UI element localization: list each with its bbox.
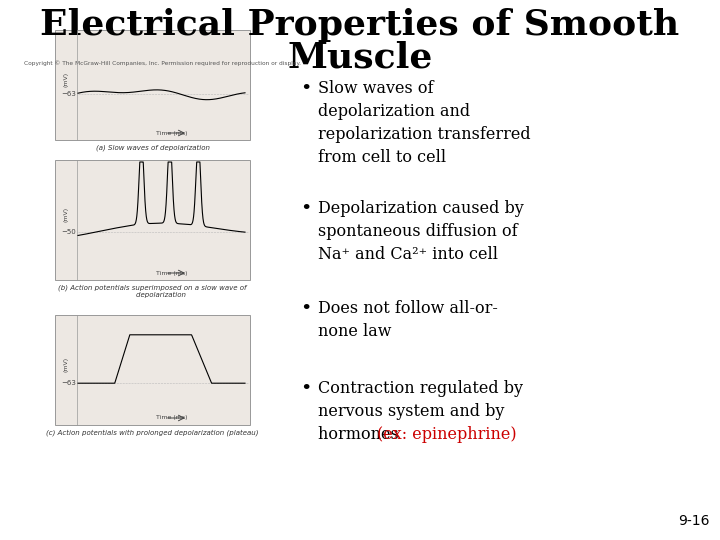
Text: (mV): (mV): [63, 72, 68, 87]
Text: −63: −63: [61, 380, 76, 386]
Text: Time (ms): Time (ms): [156, 131, 188, 136]
Text: Time (ms): Time (ms): [156, 415, 188, 421]
Text: •: •: [300, 80, 311, 98]
Text: •: •: [300, 380, 311, 398]
Text: (ex: epinephrine): (ex: epinephrine): [377, 426, 516, 443]
Text: •: •: [300, 300, 311, 318]
Text: −63: −63: [61, 91, 76, 97]
Text: (a) Slow waves of depolarization: (a) Slow waves of depolarization: [96, 144, 210, 151]
Text: 9-16: 9-16: [678, 514, 710, 528]
Text: (b) Action potentials superimposed on a slow wave of
        depolarization: (b) Action potentials superimposed on a …: [58, 284, 247, 298]
Text: Electrical Properties of Smooth: Electrical Properties of Smooth: [40, 8, 680, 42]
Bar: [55, 160, 250, 280]
Text: Contraction regulated by
nervous system and by
hormones: Contraction regulated by nervous system …: [318, 380, 523, 443]
Text: (c) Action potentials with prolonged depolarization (plateau): (c) Action potentials with prolonged dep…: [46, 429, 258, 436]
Text: Does not follow all-or-
none law: Does not follow all-or- none law: [318, 300, 498, 340]
Text: Copyright © The McGraw-Hill Companies, Inc. Permission required for reproduction: Copyright © The McGraw-Hill Companies, I…: [24, 60, 300, 66]
Text: Slow waves of
depolarization and
repolarization transferred
from cell to cell: Slow waves of depolarization and repolar…: [318, 80, 531, 166]
Text: Depolarization caused by
spontaneous diffusion of
Na⁺ and Ca²⁺ into cell: Depolarization caused by spontaneous dif…: [318, 200, 523, 262]
Text: (mV): (mV): [63, 206, 68, 221]
Text: −50: −50: [61, 229, 76, 235]
Bar: [55, 30, 250, 140]
Text: (mV): (mV): [63, 357, 68, 372]
Text: Time (ms): Time (ms): [156, 271, 188, 275]
Text: Muscle: Muscle: [287, 40, 433, 74]
Bar: [55, 315, 250, 425]
Text: •: •: [300, 200, 311, 218]
